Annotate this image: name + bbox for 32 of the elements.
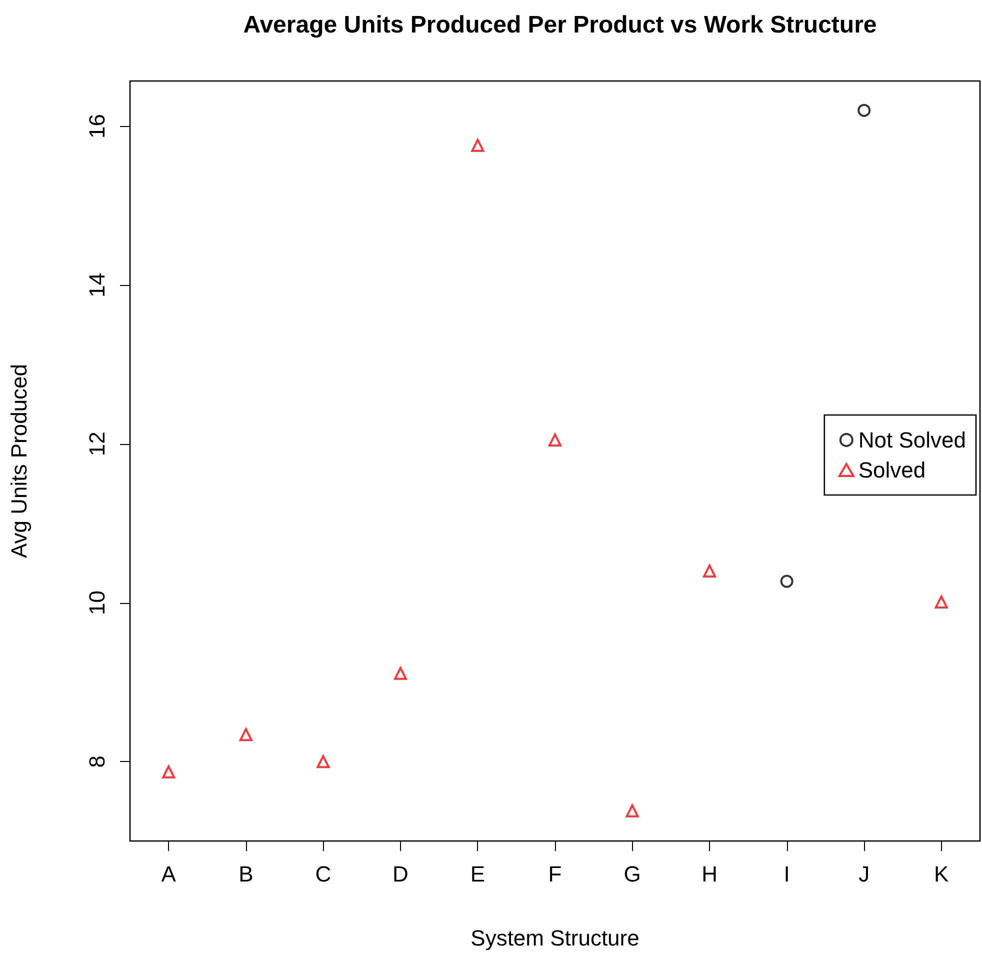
- point: [626, 804, 639, 818]
- point: [858, 104, 871, 117]
- y-tick-label: 16: [84, 114, 110, 139]
- point: [316, 755, 330, 768]
- y-tick-label: 10: [84, 590, 110, 615]
- x-tick-label: I: [784, 862, 790, 886]
- x-tick-label: E: [470, 862, 486, 886]
- point: [703, 564, 716, 578]
- x-tick-label: B: [238, 862, 254, 886]
- legend-label: Not Solved: [858, 428, 966, 452]
- chart-title: Average Units Produced Per Product vs Work Structure: [243, 12, 877, 38]
- y-tick-label: 8: [84, 755, 110, 768]
- x-axis-title: System Structure: [470, 926, 640, 950]
- point: [934, 595, 948, 608]
- y-axis-title: Avg Units Produced: [6, 364, 32, 558]
- point: [162, 765, 176, 778]
- x-tick-label: H: [702, 862, 718, 886]
- x-tick-label: D: [392, 862, 408, 886]
- point: [780, 574, 794, 588]
- point: [548, 433, 562, 446]
- legend-label: Solved: [858, 458, 926, 482]
- y-tick-label: 12: [84, 432, 110, 456]
- x-tick-label: C: [315, 862, 332, 886]
- x-tick-label: K: [934, 862, 950, 886]
- point: [471, 138, 484, 152]
- point: [239, 728, 252, 742]
- point: [394, 666, 407, 680]
- x-tick-label: A: [161, 862, 176, 886]
- x-tick-label: F: [548, 862, 562, 886]
- x-tick-label: J: [858, 862, 870, 886]
- y-tick-label: 14: [84, 272, 110, 298]
- x-tick-label: G: [624, 862, 641, 886]
